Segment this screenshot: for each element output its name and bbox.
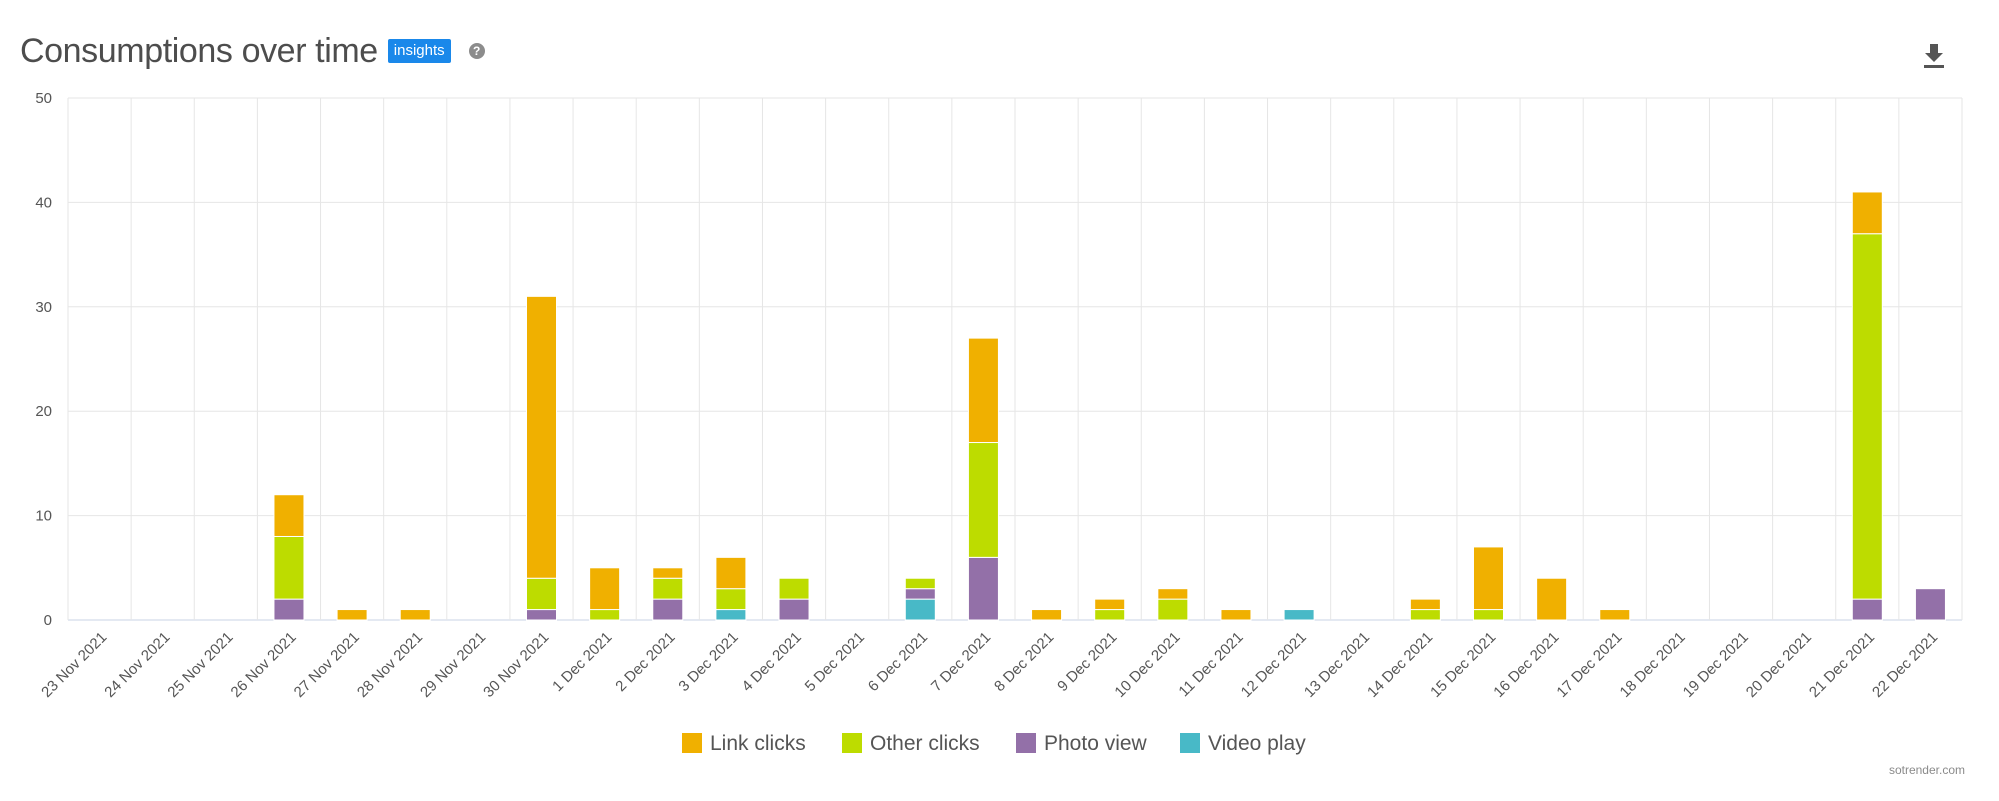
bar-segment-other-clicks [1409, 609, 1441, 621]
x-tick-label: 14 Dec 2021 [1364, 629, 1436, 701]
bar-segment-other-clicks [715, 588, 747, 611]
download-icon-svg [1924, 44, 1944, 68]
bar-segment-link-clicks [399, 609, 431, 621]
x-tick-label: 9 Dec 2021 [1054, 629, 1120, 695]
x-tick-label: 17 Dec 2021 [1553, 629, 1625, 701]
bar-segment-photo-view [1851, 598, 1883, 621]
bar-segment-link-clicks [526, 295, 557, 579]
bar-segment-other-clicks [526, 577, 557, 611]
bar-segment-link-clicks [1473, 546, 1504, 611]
bar-segment-link-clicks [336, 609, 368, 621]
bar-segment-other-clicks [967, 442, 999, 558]
bar-segment-link-clicks [273, 494, 305, 537]
bar-segment-photo-view [904, 588, 936, 600]
x-tick-label: 24 Nov 2021 [101, 629, 173, 701]
question-circle-icon[interactable]: ? [468, 43, 485, 59]
legend-swatch [1180, 733, 1200, 753]
x-tick-label: 2 Dec 2021 [612, 629, 678, 695]
bar-segment-other-clicks [273, 535, 305, 600]
bar-segment-other-clicks [1473, 609, 1504, 621]
x-tick-label: 15 Dec 2021 [1427, 629, 1499, 701]
chart-header: Consumptions over time insights ? [20, 28, 485, 74]
y-tick-label: 10 [35, 508, 52, 525]
bar-segment-photo-view [273, 598, 305, 621]
x-tick-label: 5 Dec 2021 [802, 629, 868, 695]
bar-segment-other-clicks [1094, 609, 1126, 621]
bar-segment-photo-view [526, 609, 557, 621]
bar-segment-link-clicks [1536, 577, 1568, 621]
bar-segment-link-clicks [1409, 598, 1441, 611]
y-tick-label: 30 [35, 299, 52, 316]
bar-segment-photo-view [1914, 588, 1946, 621]
bar-segment-link-clicks [1031, 609, 1063, 621]
x-tick-label: 1 Dec 2021 [549, 629, 615, 695]
x-tick-label: 26 Nov 2021 [228, 629, 300, 701]
legend-swatch [682, 733, 702, 753]
bar-segment-video-play [904, 598, 936, 621]
x-tick-label: 16 Dec 2021 [1490, 629, 1562, 701]
legend-label: Photo view [1044, 732, 1148, 755]
legend-swatch [842, 733, 862, 753]
bar-segment-link-clicks [652, 567, 684, 579]
chart-title: Consumptions over time [20, 32, 378, 70]
x-tick-label: 20 Dec 2021 [1743, 629, 1815, 701]
bar-segment-video-play [715, 609, 747, 621]
x-tick-label: 10 Dec 2021 [1111, 629, 1183, 701]
x-tick-label: 22 Dec 2021 [1869, 629, 1941, 701]
y-tick-label: 0 [44, 612, 52, 629]
bar-segment-photo-view [652, 598, 684, 621]
x-tick-label: 4 Dec 2021 [739, 629, 805, 695]
bar-segment-video-play [1283, 609, 1315, 621]
download-icon[interactable] [1920, 40, 1948, 70]
x-tick-label: 23 Nov 2021 [38, 629, 110, 701]
x-tick-label: 21 Dec 2021 [1806, 629, 1878, 701]
bar-segment-other-clicks [904, 577, 936, 590]
credit-text[interactable]: sotrender.com [1888, 763, 1965, 777]
bar-segment-other-clicks [1157, 598, 1189, 621]
x-tick-label: 6 Dec 2021 [865, 629, 931, 695]
y-tick-label: 50 [35, 90, 52, 107]
x-tick-label: 25 Nov 2021 [164, 629, 236, 701]
bar-segment-link-clicks [1157, 588, 1189, 600]
bar-segment-link-clicks [1220, 609, 1252, 621]
bar-segment-link-clicks [1851, 191, 1883, 235]
y-tick-label: 20 [35, 403, 52, 420]
legend-label: Video play [1208, 732, 1306, 755]
x-tick-label: 7 Dec 2021 [928, 629, 994, 695]
insights-badge[interactable]: insights [387, 39, 451, 63]
bar-segment-other-clicks [1851, 233, 1883, 600]
bar-segment-photo-view [778, 598, 810, 621]
x-tick-label: 27 Nov 2021 [291, 629, 363, 701]
x-tick-label: 18 Dec 2021 [1617, 629, 1689, 701]
bar-segment-link-clicks [1599, 609, 1631, 621]
bar-segment-link-clicks [1094, 598, 1126, 611]
bar-segment-link-clicks [715, 556, 747, 590]
x-tick-label: 8 Dec 2021 [991, 629, 1057, 695]
legend-label: Other clicks [870, 732, 980, 755]
legend-swatch [1016, 733, 1036, 753]
x-tick-label: 30 Nov 2021 [480, 629, 552, 701]
x-tick-label: 12 Dec 2021 [1238, 629, 1310, 701]
bar-segment-photo-view [967, 556, 999, 621]
x-tick-label: 29 Nov 2021 [417, 629, 489, 701]
x-tick-label: 19 Dec 2021 [1680, 629, 1752, 701]
bar-segment-link-clicks [589, 567, 621, 611]
bar-segment-other-clicks [589, 609, 621, 621]
legend-label: Link clicks [710, 732, 806, 755]
y-tick-label: 40 [35, 194, 52, 211]
bar-segment-other-clicks [652, 577, 684, 600]
x-tick-label: 13 Dec 2021 [1301, 629, 1373, 701]
bar-segment-link-clicks [967, 337, 999, 444]
x-tick-label: 11 Dec 2021 [1175, 629, 1246, 700]
x-tick-label: 3 Dec 2021 [675, 629, 741, 695]
bar-segment-other-clicks [778, 577, 810, 600]
x-tick-label: 28 Nov 2021 [354, 629, 426, 701]
